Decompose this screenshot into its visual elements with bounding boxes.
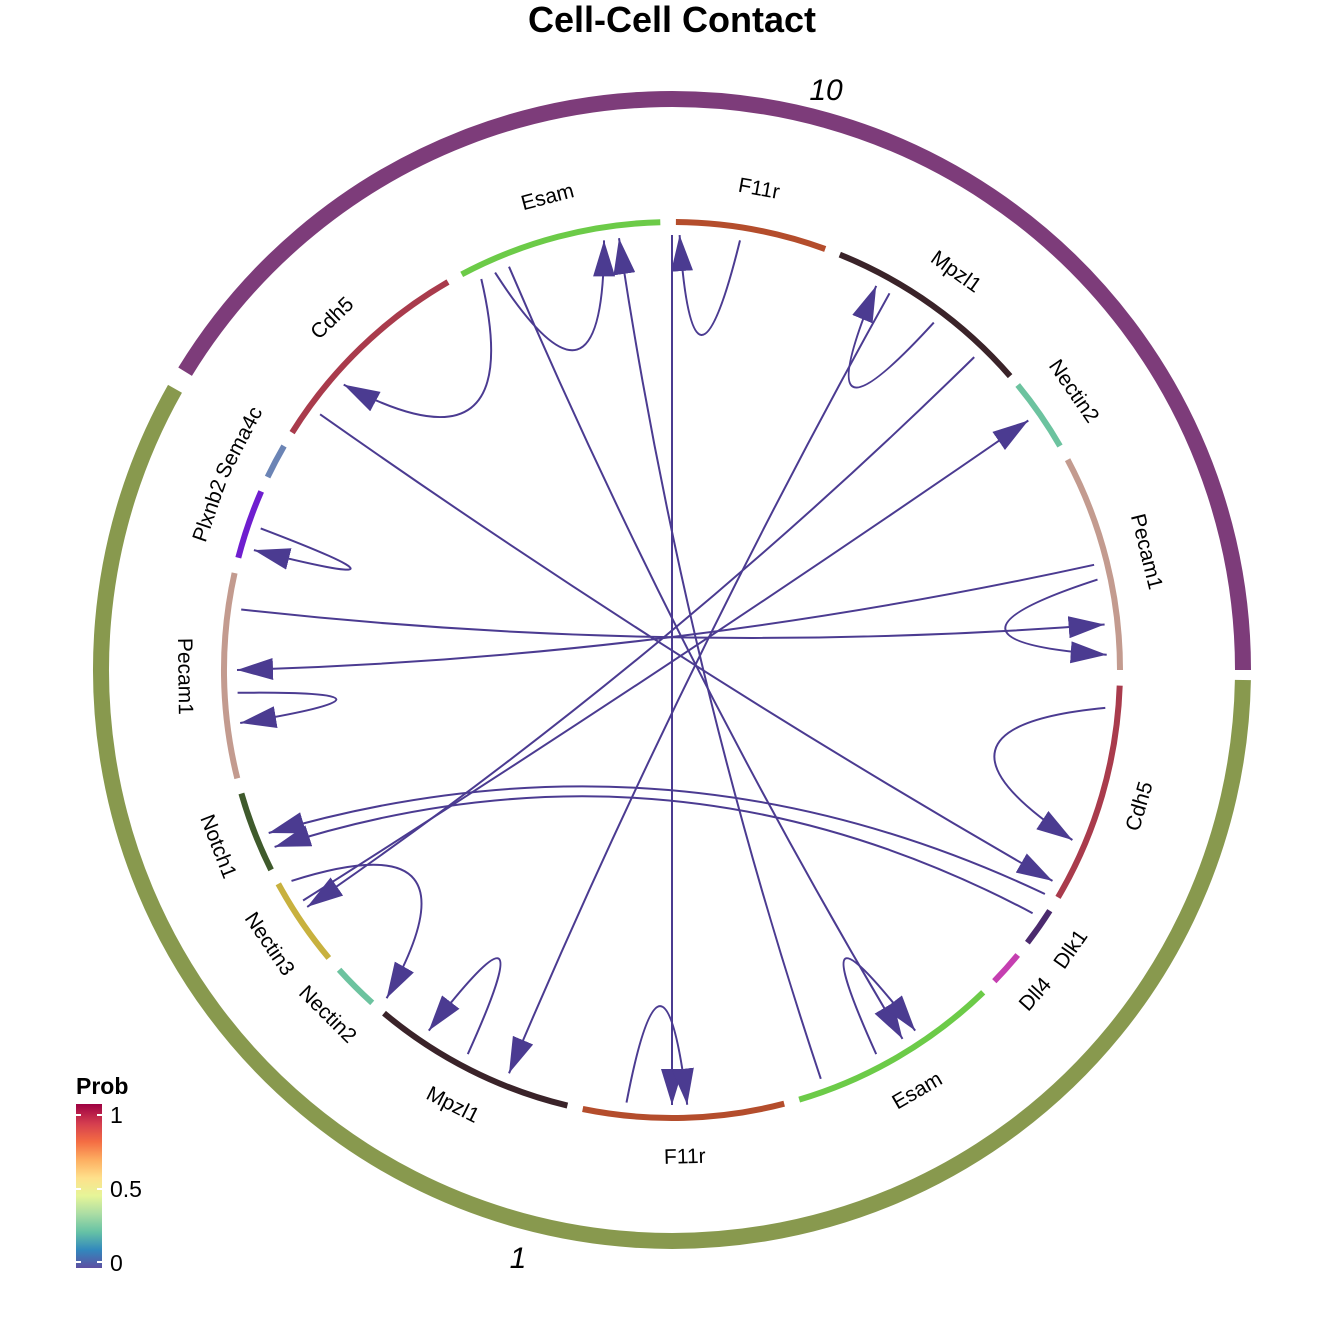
sector-label-s_f11r_10: F11r: [736, 174, 781, 204]
link-5: [847, 285, 935, 389]
link-20: [274, 795, 1034, 915]
group-arc-1: [92, 384, 1251, 1249]
chart-title: Cell-Cell Contact: [528, 0, 816, 40]
sector-label-s_esam_1: Esam: [888, 1067, 946, 1114]
link-1: [508, 266, 904, 1040]
legend-tick-label-1: 1: [110, 1102, 123, 1128]
sector-label-s_dlk1_1: Dlk1: [1049, 926, 1092, 974]
sector-label-s_nectin3_1: Nectin3: [240, 908, 299, 980]
legend-tick-label-0.5: 0.5: [110, 1176, 142, 1202]
group-arcs: 10 1: [92, 74, 1251, 1275]
sector-arc-s_mpzl1_10: [838, 251, 1013, 379]
sector-arc-s_f11r_1: [582, 1100, 785, 1121]
sector-label-s_f11r_1: F11r: [664, 1145, 706, 1169]
sector-labels: Pecam1 Nectin2 Mpzl1 F11r Esam Cdh5 Sema4cPlxn…: [173, 174, 1167, 1169]
sector-arc-s_nectin3_1: [275, 882, 332, 960]
sector-label-s_pecam1_1: Pecam1: [173, 638, 197, 715]
sector-label-s_esam_10: Esam: [519, 179, 577, 215]
sector-label-s_nectin2_1: Nectin2: [294, 981, 361, 1048]
link-19: [613, 238, 822, 1080]
legend-tick-label-0: 0: [110, 1250, 123, 1276]
sector-arc-s_plxnb2_1: [235, 490, 264, 559]
sector-arcs: [221, 219, 1123, 1121]
link-21: [268, 785, 1046, 895]
link-0: [494, 240, 616, 352]
group-label-10: 10: [809, 74, 843, 107]
link-6: [508, 292, 891, 1074]
link-2: [343, 278, 493, 419]
sector-label-s_sema4c_1: Sema4c: [211, 403, 267, 482]
link-8: [1004, 578, 1107, 664]
sector-arc-s_dlk1_1: [1025, 909, 1053, 945]
sector-arc-s_nectin2_1: [336, 967, 375, 1006]
link-18: [842, 957, 916, 1055]
link-15: [291, 863, 423, 999]
sector-arc-s_f11r_10: [675, 219, 827, 252]
link-13: [241, 608, 1105, 639]
link-17: [625, 1005, 694, 1105]
sector-label-s_nectin2_10: Nectin2: [1044, 355, 1103, 427]
link-3: [671, 235, 741, 336]
sector-label-s_mpzl1_1: Mpzl1: [423, 1082, 483, 1128]
sector-arc-s_esam_10: [460, 219, 661, 278]
link-7: [306, 356, 975, 908]
sector-arc-s_mpzl1_1: [382, 1010, 569, 1109]
sector-arc-s_cdh5_10: [289, 279, 450, 435]
sector-arc-s_nectin2_10: [1015, 383, 1063, 448]
link-11: [253, 527, 352, 571]
sector-label-s_cdh5_1: Cdh5: [1122, 779, 1158, 834]
sector-arc-s_esam_1: [798, 990, 986, 1103]
sector-label-s_pecam1_10: Pecam1: [1126, 512, 1167, 592]
link-22: [993, 706, 1106, 841]
sector-label-s_dll4_1: Dll4: [1015, 973, 1056, 1016]
sector-label-s_notch1_1: Notch1: [195, 811, 241, 881]
links: [236, 235, 1107, 1105]
sector-arc-s_pecam1_10: [1064, 458, 1123, 671]
legend-title: Prob: [76, 1073, 128, 1099]
group-label-1: 1: [510, 1242, 527, 1275]
sector-arc-s_cdh5_1: [1055, 685, 1123, 899]
link-9: [236, 563, 1095, 680]
sector-label-s_plxnb2_1: Plxnb2: [188, 477, 231, 545]
link-12: [237, 691, 338, 728]
legend-colorbar: [76, 1104, 102, 1268]
link-14: [302, 419, 1029, 902]
sector-label-s_cdh5_10: Cdh5: [306, 293, 358, 344]
link-16: [428, 957, 502, 1055]
prob-legend: Prob 1 0.5 0: [76, 1073, 142, 1276]
sector-arc-s_notch1_1: [238, 792, 274, 872]
sector-arc-s_pecam1_1: [221, 572, 241, 780]
sector-label-s_mpzl1_10: Mpzl1: [926, 246, 985, 297]
sector-arc-s_sema4c_1: [264, 444, 287, 479]
sector-arc-s_dll4_1: [992, 953, 1021, 984]
group-arc-10: [178, 91, 1251, 671]
